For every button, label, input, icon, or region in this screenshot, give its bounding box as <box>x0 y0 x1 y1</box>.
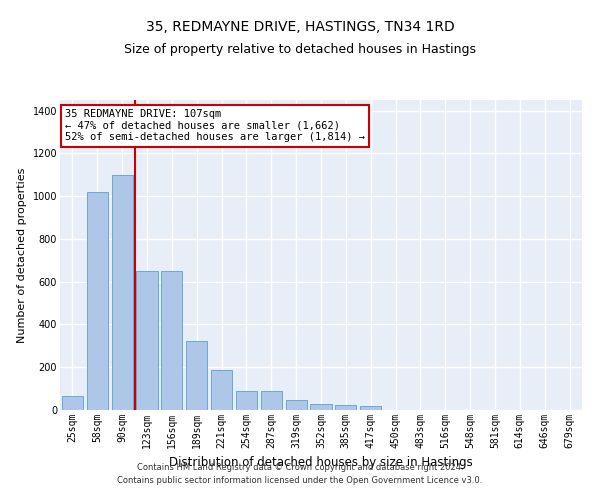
Bar <box>87 192 108 410</box>
Bar <box>62 396 83 410</box>
Bar <box>360 406 381 410</box>
Text: Size of property relative to detached houses in Hastings: Size of property relative to detached ho… <box>124 42 476 56</box>
Text: 35 REDMAYNE DRIVE: 107sqm
← 47% of detached houses are smaller (1,662)
52% of se: 35 REDMAYNE DRIVE: 107sqm ← 47% of detac… <box>65 110 365 142</box>
Bar <box>211 370 232 410</box>
Text: Contains HM Land Registry data © Crown copyright and database right 2024.
Contai: Contains HM Land Registry data © Crown c… <box>118 464 482 485</box>
Bar <box>261 391 282 410</box>
Y-axis label: Number of detached properties: Number of detached properties <box>17 168 27 342</box>
Bar <box>136 271 158 410</box>
Bar <box>236 391 257 410</box>
X-axis label: Distribution of detached houses by size in Hastings: Distribution of detached houses by size … <box>169 456 473 469</box>
Bar <box>335 404 356 410</box>
Text: 35, REDMAYNE DRIVE, HASTINGS, TN34 1RD: 35, REDMAYNE DRIVE, HASTINGS, TN34 1RD <box>146 20 454 34</box>
Bar <box>186 340 207 410</box>
Bar <box>286 400 307 410</box>
Bar <box>310 404 332 410</box>
Bar <box>161 271 182 410</box>
Bar <box>112 175 133 410</box>
